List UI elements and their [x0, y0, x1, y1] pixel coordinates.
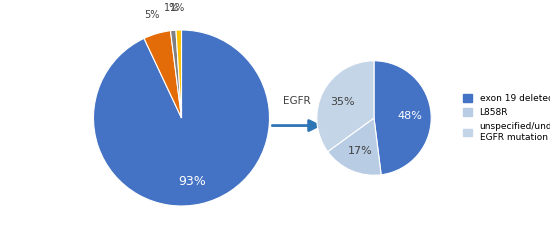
Wedge shape: [170, 30, 182, 118]
Wedge shape: [317, 61, 374, 152]
Text: 5%: 5%: [144, 10, 159, 20]
Wedge shape: [176, 30, 182, 118]
Text: 35%: 35%: [330, 97, 355, 107]
Wedge shape: [328, 118, 381, 175]
Legend: exon 19 deleted, L858R, unspecified/undetected
EGFR mutation: exon 19 deleted, L858R, unspecified/unde…: [461, 93, 550, 143]
Wedge shape: [94, 30, 270, 206]
Wedge shape: [374, 61, 431, 175]
Wedge shape: [144, 31, 182, 118]
Text: 17%: 17%: [348, 146, 372, 156]
Text: 48%: 48%: [397, 111, 422, 121]
Text: 93%: 93%: [178, 175, 206, 188]
Text: 1%: 1%: [170, 3, 186, 13]
Text: 1%: 1%: [163, 4, 179, 13]
Text: EGFR: EGFR: [283, 96, 311, 106]
